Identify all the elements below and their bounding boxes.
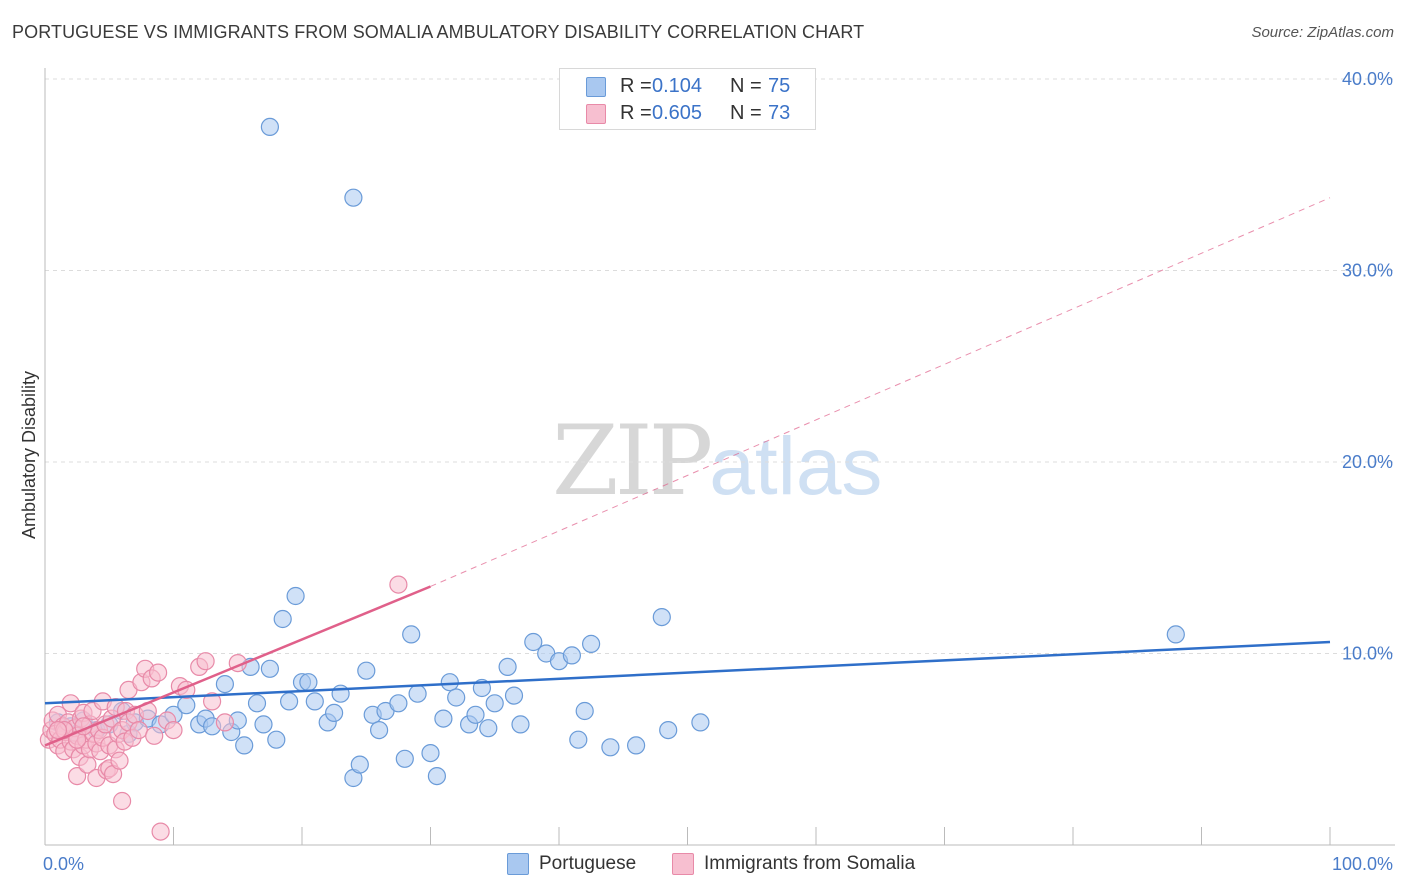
data-point-portuguese [325,703,344,723]
data-point-somalia [48,720,68,740]
legend-swatch-somalia [672,853,694,875]
trend-line-somalia-projection [430,197,1331,587]
data-point-somalia [164,720,183,740]
data-point-portuguese [254,715,273,734]
data-point-portuguese [1166,625,1185,644]
data-point-somalia [215,713,234,732]
data-point-somalia [145,726,164,745]
data-point-portuguese [177,696,196,715]
data-point-portuguese [498,657,517,677]
data-point-portuguese [652,607,671,627]
data-point-portuguese [466,705,485,724]
data-point-portuguese [402,625,421,644]
legend-r-label: R = [620,102,652,124]
legend-swatch-portuguese [507,853,529,875]
data-point-portuguese [247,694,267,713]
data-point-portuguese [626,736,646,755]
data-point-portuguese [691,713,710,732]
data-point-portuguese [267,730,286,749]
data-point-portuguese [504,686,524,705]
gridlines [45,78,1395,654]
data-point-portuguese [511,715,530,734]
data-point-portuguese [299,673,318,692]
x-tick-label: 100.0% [1332,854,1393,874]
data-point-somalia [67,766,87,786]
legend-label-portuguese: Portuguese [539,853,637,874]
data-point-somalia [129,720,148,740]
data-point-portuguese [421,743,440,763]
data-point-portuguese [659,720,678,740]
data-point-somalia [203,692,222,711]
data-point-portuguese [581,634,601,654]
y-tick-label: 30.0% [1342,261,1393,281]
data-point-portuguese [286,586,305,606]
data-point-portuguese [350,755,369,774]
y-axis-label: Ambulatory Disability [19,371,39,539]
data-point-portuguese [479,719,498,738]
data-point-portuguese [485,694,504,713]
data-point-somalia [196,652,215,671]
data-point-portuguese [389,694,408,713]
data-point-somalia [149,663,168,682]
data-point-portuguese [215,674,234,694]
series-somalia-points [39,575,408,841]
data-point-portuguese [305,692,324,711]
legend-r-value: 0.104 [652,75,703,97]
data-point-portuguese [447,688,466,707]
y-tick-labels: 10.0% 20.0% 30.0% 40.0% [1342,69,1393,664]
watermark: ZIPatlas [552,405,882,517]
trend-lines [44,197,1331,747]
data-point-portuguese [344,188,363,207]
y-tick-label: 40.0% [1342,69,1393,89]
data-point-portuguese [395,749,414,768]
legend-n-label: N = [730,102,762,124]
legend-swatch-portuguese [586,77,606,97]
legend-n-value: 73 [768,102,791,124]
series-legend: Portuguese Immigrants from Somalia [0,852,1406,878]
data-point-portuguese [427,766,446,786]
legend-r-value: 0.605 [652,102,703,124]
chart-title: PORTUGUESE VS IMMIGRANTS FROM SOMALIA AM… [12,22,865,42]
data-point-portuguese [357,661,376,680]
x-tick-label: 0.0% [43,854,84,874]
data-point-somalia [110,751,129,770]
watermark-zip: ZIP [552,405,713,517]
data-point-portuguese [273,609,292,629]
data-point-portuguese [235,736,254,755]
data-point-somalia [112,791,132,811]
data-point-somalia [389,575,408,594]
data-point-portuguese [569,730,588,749]
legend-r-label: R = [620,75,652,97]
legend-n-label: N = [730,75,762,97]
data-point-portuguese [260,659,279,678]
data-point-portuguese [434,709,453,728]
data-point-portuguese [260,117,279,137]
legend-n-value: 75 [768,75,791,97]
data-point-portuguese [370,720,389,740]
axes [44,68,1395,846]
trend-line-portuguese [44,640,1331,705]
legend-label-somalia: Immigrants from Somalia [704,853,916,874]
data-point-portuguese [280,692,299,711]
watermark-atlas: atlas [709,421,883,512]
data-point-somalia [151,822,170,841]
data-point-portuguese [440,673,459,692]
stats-legend: R = 0.104 N = 75 R = 0.605 N = 73 [559,68,816,130]
y-tick-label: 20.0% [1342,452,1393,472]
legend-swatch-somalia [586,104,606,124]
data-point-portuguese [601,738,620,757]
source-credit: Source: ZipAtlas.com [1251,24,1394,41]
x-tick-labels: 0.0% 100.0% [43,854,1393,874]
data-point-portuguese [524,632,543,652]
series-portuguese-points [48,117,1185,788]
data-point-portuguese [575,701,594,721]
y-tick-label: 10.0% [1342,644,1393,664]
data-point-portuguese [408,684,427,703]
data-point-portuguese [562,646,582,665]
trend-line-somalia [44,585,431,747]
